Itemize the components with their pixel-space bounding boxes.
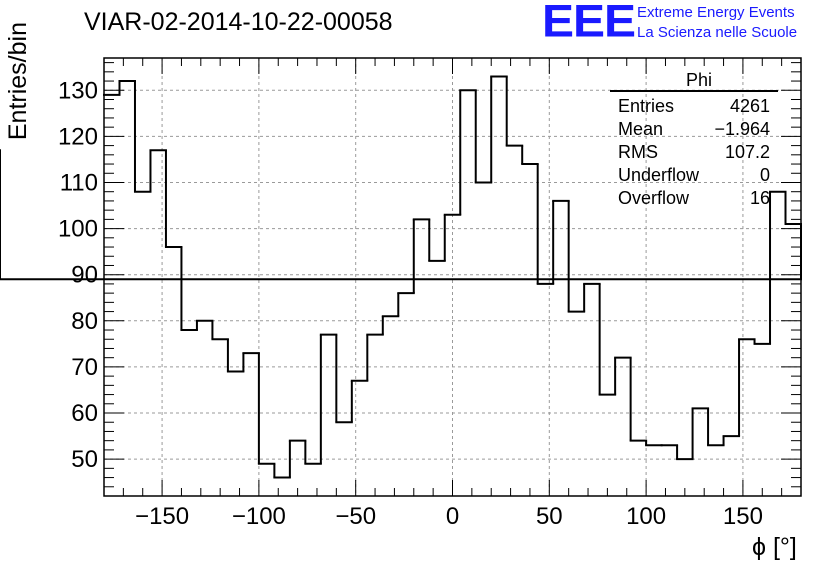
x-tick-label: 50 <box>536 503 563 530</box>
stats-row-rms: RMS 107.2 <box>610 141 778 164</box>
stats-label: Overflow <box>618 188 690 208</box>
y-tick-label: 80 <box>71 308 98 335</box>
stats-row-overflow: Overflow 16 <box>610 187 778 210</box>
x-tick-label: −50 <box>335 503 376 530</box>
y-tick-label: 130 <box>58 77 98 104</box>
y-tick-label: 120 <box>58 123 98 150</box>
stats-value: 16 <box>749 188 770 208</box>
stats-value: 107.2 <box>724 142 770 162</box>
stats-divider <box>610 90 778 92</box>
eee-logo: EEE <box>542 0 636 47</box>
y-axis-label: Entries/bin <box>4 22 32 141</box>
tick-layer <box>103 58 802 497</box>
y-tick-label: 50 <box>71 446 98 473</box>
x-tick-label: −100 <box>232 503 286 530</box>
chart-title: VIAR-02-2014-10-22-00058 <box>84 8 393 36</box>
x-tick-label: 150 <box>723 503 763 530</box>
x-tick-label: 100 <box>626 503 666 530</box>
logo-line-2: La Scienza nelle Scuole <box>637 24 798 41</box>
logo-line-1: Extreme Energy Events <box>637 4 795 21</box>
y-tick-label: 110 <box>60 169 98 196</box>
y-tick-label: 70 <box>71 354 98 381</box>
stats-row-mean: Mean −1.964 <box>610 118 778 141</box>
x-tick-label: −150 <box>135 503 189 530</box>
y-tick-label: 60 <box>71 400 98 427</box>
stats-value: 4261 <box>729 96 770 116</box>
stats-box: Phi Entries 4261 Mean −1.964 RMS 107.2 U… <box>610 70 778 210</box>
stats-row-entries: Entries 4261 <box>610 95 778 118</box>
x-axis-label: ϕ [°] <box>752 533 797 561</box>
stats-label: RMS <box>618 142 658 162</box>
y-tick-label: 90 <box>71 262 98 289</box>
stats-row-underflow: Underflow 0 <box>610 164 778 187</box>
tick-label-layer: −150 −100 −50 0 50 100 150 50 60 70 80 90 100 110 120 1… <box>58 77 763 530</box>
stats-label: Entries <box>618 96 675 116</box>
y-tick-label: 100 <box>58 216 98 243</box>
grid-layer <box>104 58 801 496</box>
x-tick-label: 0 <box>446 503 459 530</box>
stats-title: Phi <box>685 70 712 90</box>
stats-value: −1.964 <box>714 119 770 139</box>
stats-value: 0 <box>759 165 770 185</box>
stats-label: Underflow <box>618 165 700 185</box>
histogram-layer <box>0 75 802 479</box>
stats-label: Mean <box>618 119 664 139</box>
